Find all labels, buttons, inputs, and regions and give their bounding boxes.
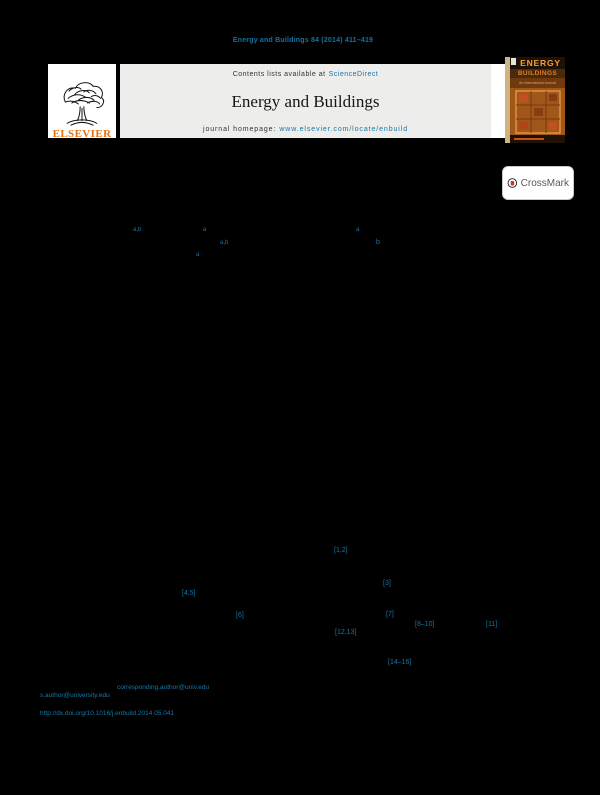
sciencedirect-link[interactable]: ScienceDirect — [328, 71, 379, 78]
elsevier-logo[interactable]: ELSEVIER — [48, 64, 116, 141]
cover-floorplan-graphic — [514, 89, 561, 134]
crossmark-badge[interactable]: CrossMark — [502, 166, 574, 200]
journal-ref: Energy and Buildings 84 (2014) 411–419 — [232, 37, 374, 44]
homepage-line: journal homepage: www.elsevier.com/locat… — [203, 126, 408, 133]
citation-link[interactable]: [8–10] — [415, 621, 435, 628]
journal-banner: Contents lists available at ScienceDirec… — [120, 64, 491, 141]
header-rule-top — [47, 59, 505, 64]
journal-title: Energy and Buildings — [231, 92, 380, 111]
cover-title-buildings: BUILDINGS — [517, 70, 558, 77]
cover-subtitle-band: BUILDINGS — [510, 69, 565, 78]
elsevier-tree-icon — [63, 82, 104, 126]
elsevier-wordmark: ELSEVIER — [52, 128, 112, 140]
doi-link[interactable]: http://dx.doi.org/10.1016/j.enbuild.2014… — [40, 710, 175, 717]
homepage-url-link[interactable]: www.elsevier.com/locate/enbuild — [279, 126, 408, 133]
citation-link[interactable]: [14–16] — [388, 659, 412, 666]
banner-cover-gap — [491, 64, 505, 141]
author-superscript[interactable]: b — [376, 239, 380, 246]
author-superscript[interactable]: a — [203, 227, 207, 233]
cover-floorplan-area — [510, 88, 565, 135]
cover-title-energy: ENERGY — [520, 58, 561, 68]
citation-link[interactable]: [1,2] — [334, 547, 348, 554]
author-superscript[interactable]: a,b — [133, 227, 142, 233]
homepage-prefix: journal homepage: — [203, 126, 277, 133]
header-rule-bottom — [47, 138, 560, 143]
citation-link[interactable]: [12,13] — [335, 629, 357, 636]
email-link-primary[interactable]: corresponding.author@univ.edu — [117, 684, 210, 691]
cover-caption-band: An International Journal — [510, 78, 565, 88]
email-link-secondary[interactable]: s.author@university.edu — [40, 692, 110, 699]
citation-link[interactable]: [3] — [383, 580, 391, 587]
citation-link[interactable]: [7] — [386, 611, 394, 618]
crossmark-icon — [507, 178, 518, 188]
contents-prefix: Contents lists available at — [232, 71, 326, 78]
citation-link[interactable]: [11] — [486, 621, 498, 628]
cover-footer-band — [510, 135, 565, 143]
cover-spine — [505, 57, 510, 143]
citation-link[interactable]: [6] — [236, 612, 244, 619]
journal-cover-thumbnail[interactable]: ENERGY BUILDINGS An International Journa… — [505, 57, 565, 143]
author-superscript[interactable]: a — [196, 252, 200, 258]
crossmark-label: CrossMark — [520, 177, 569, 189]
contents-line: Contents lists available at ScienceDirec… — [233, 71, 379, 78]
cover-elsevier-mark — [511, 58, 516, 65]
author-superscript[interactable]: a — [356, 227, 360, 233]
citation-link[interactable]: [4,5] — [182, 590, 196, 597]
author-superscript[interactable]: a,b — [220, 240, 229, 246]
cover-caption: An International Journal — [519, 81, 556, 85]
cover-title-band: ENERGY — [510, 57, 565, 69]
cover-main: ENERGY BUILDINGS An International Journa… — [510, 57, 565, 143]
